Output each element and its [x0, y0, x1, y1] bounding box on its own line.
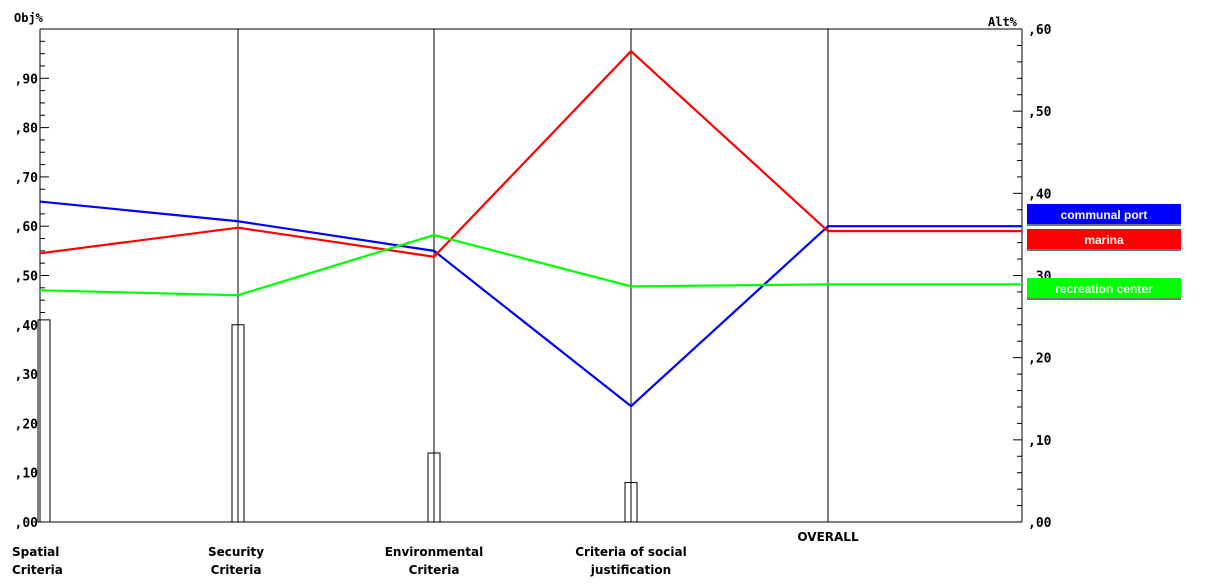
- left-tick-label: ,80: [15, 122, 39, 137]
- right-tick-label: ,40: [1028, 187, 1052, 202]
- left-tick-label: ,60: [15, 220, 39, 235]
- series-line: [39, 233, 1022, 297]
- criterion-label: Security: [208, 545, 264, 559]
- criterion-label: Criteria of social: [575, 545, 687, 559]
- criterion-label: Environmental: [385, 545, 484, 559]
- criterion-label: justification: [590, 563, 671, 577]
- criteria-labels: Spatial Criteria Security Criteria Environme…: [12, 530, 859, 577]
- criterion-label: Spatial: [12, 545, 59, 559]
- series-line: [39, 200, 1022, 408]
- legend-swatch: [1027, 204, 1181, 224]
- left-tick-label: ,90: [15, 72, 39, 87]
- left-tick-label: ,00: [15, 516, 39, 531]
- criterion-label: Criteria: [211, 563, 262, 577]
- right-tick-label: ,50: [1028, 105, 1052, 120]
- left-tick-label: ,40: [15, 319, 39, 334]
- legend-label: communal port: [1061, 208, 1148, 222]
- weight-bars: [37, 319, 638, 523]
- left-tick-label: ,20: [15, 417, 39, 432]
- legend-swatch: [1027, 229, 1181, 249]
- legend: communal port marina recreation center: [1027, 204, 1181, 300]
- right-tick-label: ,20: [1028, 352, 1052, 367]
- criterion-label: Criteria: [12, 563, 63, 577]
- criterion-label: Criteria: [409, 563, 460, 577]
- right-tick-label: ,60: [1028, 23, 1052, 38]
- right-axis-title: Alt%: [988, 15, 1018, 29]
- series-line: [39, 49, 1022, 258]
- left-tick-label: ,50: [15, 270, 39, 285]
- right-tick-label: ,00: [1028, 516, 1052, 531]
- left-tick-label: ,10: [15, 467, 39, 482]
- left-axis-title: Obj%: [14, 11, 44, 25]
- criterion-label: OVERALL: [797, 530, 859, 544]
- right-axis-ticks: ,00,10,20,30,40,50,60: [1013, 23, 1052, 531]
- criteria-axis-lines: [39, 28, 1023, 523]
- legend-swatch: [1027, 278, 1181, 298]
- series-lines: [39, 49, 1022, 408]
- legend-label: marina: [1084, 233, 1124, 247]
- legend-label: recreation center: [1055, 282, 1153, 296]
- left-tick-label: ,70: [15, 171, 39, 186]
- right-tick-label: ,10: [1028, 434, 1052, 449]
- left-tick-label: ,30: [15, 368, 39, 383]
